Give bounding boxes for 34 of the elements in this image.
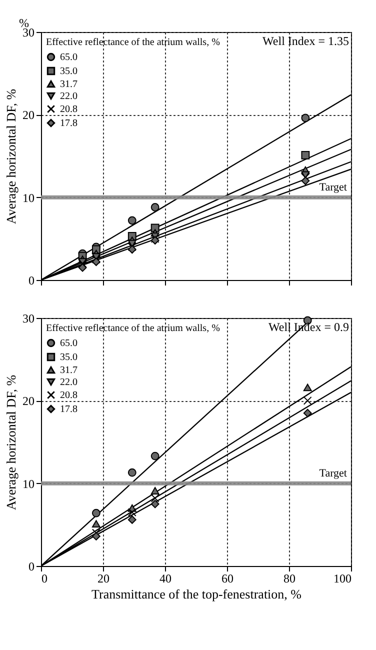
y-tick-label: 0 (28, 274, 34, 288)
legend-label: 20.8 (60, 390, 78, 401)
legend-label: 17.8 (60, 118, 78, 129)
legend-title: Effective reflectance of the atrium walls, % (46, 323, 220, 334)
legend-label: 35.0 (60, 352, 78, 363)
legend-label: 22.0 (60, 377, 78, 388)
y-tick-label: 30 (22, 312, 34, 326)
annotation: Well Index = 1.35 (262, 34, 349, 48)
legend-label: 22.0 (60, 91, 78, 102)
y-tick-label: 10 (22, 190, 34, 205)
y-tick-label: 0 (28, 560, 34, 574)
legend-label: 20.8 (60, 104, 78, 115)
x-tick-label: 80 (284, 572, 296, 586)
legend-label: 31.7 (60, 365, 78, 376)
legend-label: 17.8 (60, 404, 78, 415)
y-axis-title: Average horizontal DF, % (4, 88, 18, 224)
legend-label: 65.0 (60, 52, 78, 63)
legend-label: 65.0 (60, 338, 78, 349)
x-axis-title: Transmittance of the top-fenestration, % (92, 586, 302, 602)
ref-line-label: Target (319, 467, 347, 480)
y-axis-title: Average horizontal DF, % (4, 374, 18, 510)
x-tick-label: 0 (42, 572, 48, 586)
y-tick-label: 20 (22, 108, 34, 122)
y-tick-label: 20 (22, 394, 34, 408)
legend-label: 35.0 (60, 66, 78, 77)
ref-line-label: Target (319, 181, 347, 194)
x-tick-label: 40 (160, 572, 172, 586)
x-tick-label: 20 (98, 572, 110, 586)
x-tick-label: 60 (222, 572, 234, 586)
y-tick-label: 10 (22, 476, 34, 491)
legend-label: 31.7 (60, 79, 78, 90)
text: % (19, 16, 29, 30)
legend-title: Effective reflectance of the atrium walls, % (46, 37, 220, 48)
x-tick-label: 100 (334, 572, 352, 586)
